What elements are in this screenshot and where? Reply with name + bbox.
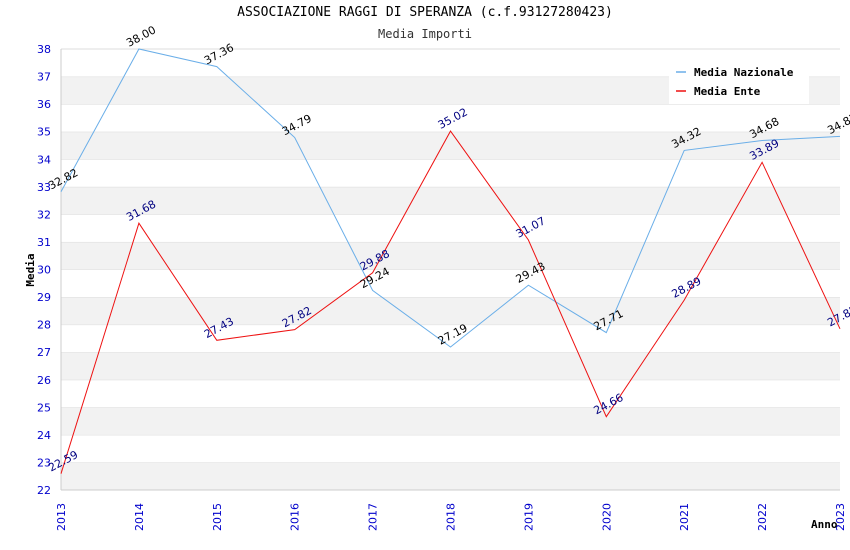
y-tick-label: 30 bbox=[37, 264, 51, 277]
x-tick-label: 2013 bbox=[55, 503, 68, 531]
y-tick-label: 32 bbox=[37, 208, 51, 221]
grid-band bbox=[61, 434, 840, 463]
x-tick-label: 2018 bbox=[445, 503, 458, 531]
data-label: 38.00 bbox=[124, 23, 158, 49]
grid-band bbox=[61, 186, 840, 215]
x-tick-label: 2021 bbox=[678, 503, 691, 531]
series-lines bbox=[60, 48, 841, 474]
y-axis-title: Media bbox=[24, 253, 37, 286]
y-tick-label: 38 bbox=[37, 43, 51, 56]
grid-band bbox=[61, 241, 840, 270]
y-tick-label: 22 bbox=[37, 484, 51, 497]
y-tick-label: 31 bbox=[37, 236, 51, 249]
legend-box bbox=[669, 60, 809, 104]
y-axis-ticks: 22 23 24 25 26 27 28 29 30 31 32 33 34 35 36 37 38 bbox=[37, 43, 51, 497]
grid-band bbox=[61, 269, 840, 298]
chart-subtitle: Media Importi bbox=[378, 27, 472, 41]
x-tick-label: 2020 bbox=[600, 503, 613, 531]
x-tick-label: 2017 bbox=[367, 503, 380, 531]
y-tick-label: 23 bbox=[37, 456, 51, 469]
grid-band bbox=[61, 214, 840, 242]
x-tick-label: 2022 bbox=[756, 503, 769, 531]
grid-band bbox=[61, 159, 840, 187]
series-line bbox=[60, 48, 841, 348]
legend-label: Media Nazionale bbox=[694, 66, 794, 79]
grid-band bbox=[61, 297, 840, 325]
y-tick-label: 33 bbox=[37, 181, 51, 194]
y-tick-label: 36 bbox=[37, 98, 51, 111]
grid-band bbox=[61, 379, 840, 408]
chart-title: ASSOCIAZIONE RAGGI DI SPERANZA (c.f.9312… bbox=[237, 5, 613, 20]
grid-band bbox=[61, 131, 840, 160]
y-tick-label: 26 bbox=[37, 374, 51, 387]
y-tick-label: 29 bbox=[37, 291, 51, 304]
y-tick-label: 35 bbox=[37, 126, 51, 139]
y-tick-label: 37 bbox=[37, 71, 51, 84]
x-tick-label: 2019 bbox=[522, 503, 535, 531]
x-tick-label: 2016 bbox=[289, 503, 302, 531]
series-line bbox=[60, 130, 841, 474]
grid-bands bbox=[60, 48, 840, 491]
x-tick-label: 2015 bbox=[211, 503, 224, 531]
y-tick-label: 28 bbox=[37, 319, 51, 332]
legend: Media Nazionale Media Ente bbox=[669, 60, 809, 104]
legend-label: Media Ente bbox=[694, 85, 761, 98]
x-axis-title: Anno bbox=[811, 518, 838, 531]
x-tick-label: 2014 bbox=[133, 503, 146, 531]
x-axis-ticks: 2013 2014 2015 2016 2017 2018 2019 2020 2021 2022… bbox=[55, 503, 847, 531]
y-tick-label: 34 bbox=[37, 153, 51, 166]
y-tick-label: 25 bbox=[37, 401, 51, 414]
y-tick-label: 27 bbox=[37, 346, 51, 359]
grid-band bbox=[61, 462, 840, 490]
grid-band bbox=[61, 104, 840, 132]
y-tick-label: 24 bbox=[37, 429, 51, 442]
x-tick-label: 2023 bbox=[834, 503, 847, 531]
grid-band bbox=[61, 407, 840, 435]
grid-band bbox=[61, 352, 840, 380]
